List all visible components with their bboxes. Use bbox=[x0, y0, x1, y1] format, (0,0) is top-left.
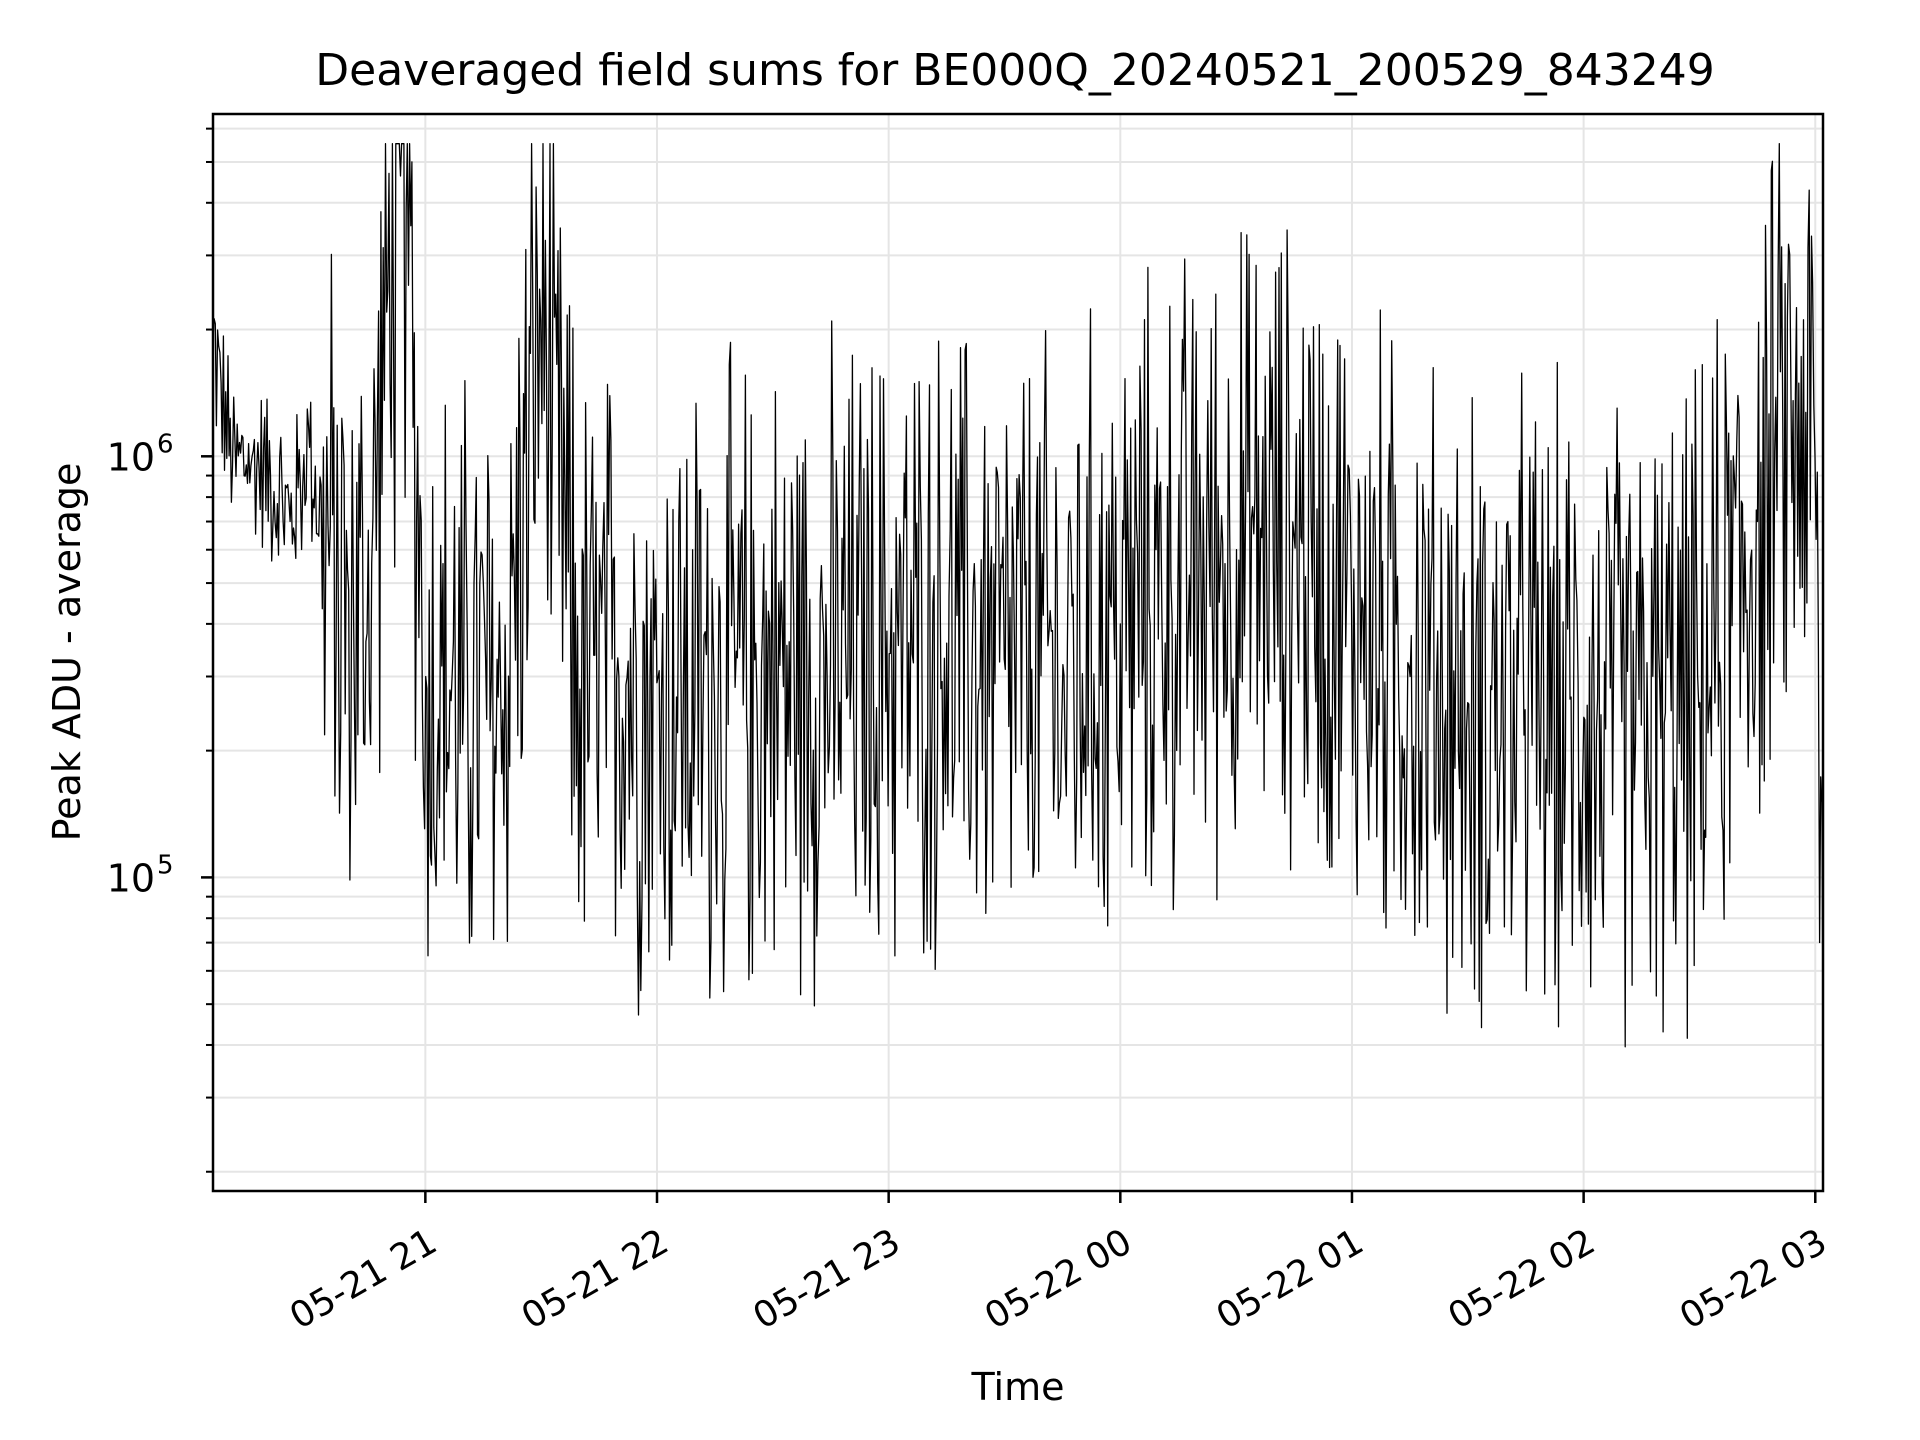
x-axis-label: Time bbox=[971, 1365, 1065, 1409]
x-tick-label: 05-22 01 bbox=[1210, 1221, 1371, 1337]
y-tick-label: 10 bbox=[107, 435, 155, 479]
y-tick-exponent: 5 bbox=[157, 850, 174, 880]
series-line bbox=[212, 143, 1824, 1048]
y-tick-exponent: 6 bbox=[157, 429, 174, 459]
x-tick-label: 05-21 21 bbox=[283, 1221, 444, 1337]
plot-frame bbox=[211, 112, 1825, 1193]
x-tick-label: 05-22 03 bbox=[1673, 1221, 1834, 1337]
x-tick-label: 05-22 00 bbox=[978, 1221, 1139, 1337]
series-layer bbox=[212, 143, 1824, 1048]
x-tick-label: 05-21 22 bbox=[515, 1221, 676, 1337]
x-tick-label: 05-21 23 bbox=[746, 1221, 907, 1337]
y-axis-label: Peak ADU - average bbox=[45, 463, 89, 842]
x-tick-label: 05-22 02 bbox=[1441, 1221, 1602, 1337]
y-tick-label: 10 bbox=[107, 856, 155, 900]
chart-title: Deaveraged field sums for BE000Q_2024052… bbox=[315, 45, 1714, 96]
x-tick-layer: 05-21 21 05-21 22 05-21 23 05-22 00 05-22 01… bbox=[283, 1191, 1834, 1338]
